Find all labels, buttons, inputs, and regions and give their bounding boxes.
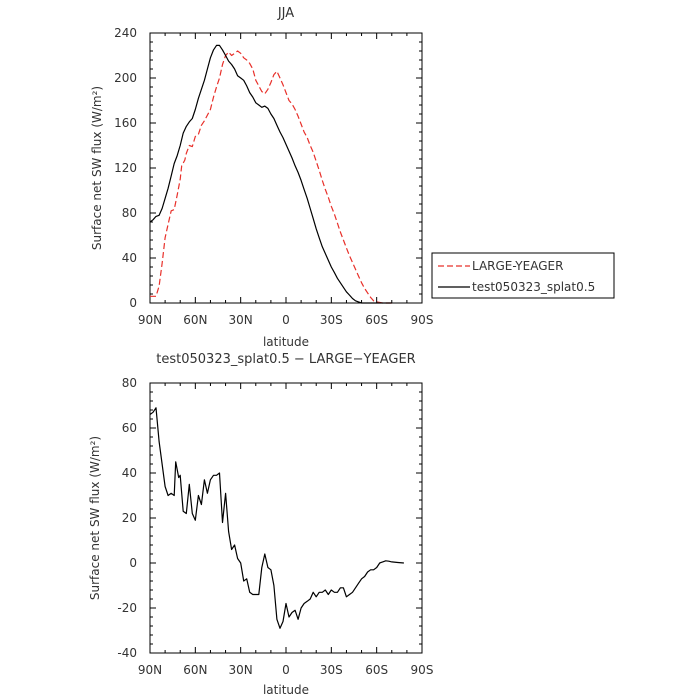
y-tick-label: 60 [122,421,137,435]
y-axis-label: Surface net SW flux (W/m²) [88,436,102,600]
y-tick-label: 40 [122,251,137,265]
series-line-test050323-splat0-5 [149,44,392,304]
series-lines [149,407,404,629]
x-axis-ticks: 90N 60N 30N 0 30S 60S 90S [138,33,434,327]
y-axis-ticks: 0 40 80 120 160 200 240 [114,26,422,310]
x-tick-label: 30N [229,663,253,677]
y-tick-label: -40 [117,646,137,660]
y-axis-label: Surface net SW flux (W/m²) [90,86,104,250]
y-tick-label: 160 [114,116,137,130]
x-tick-label: 90N [138,313,162,327]
x-tick-label: 90N [138,663,162,677]
x-tick-label: 90S [411,313,434,327]
x-tick-label: 30S [320,663,343,677]
y-tick-label: 0 [129,556,137,570]
y-tick-label: 0 [129,296,137,310]
x-tick-label: 30N [229,313,253,327]
y-tick-label: 40 [122,466,137,480]
series-lines [149,44,392,304]
y-tick-label: 120 [114,161,137,175]
x-axis-ticks: 90N 60N 30N 0 30S 60S 90S [138,383,434,677]
y-tick-label: 20 [122,511,137,525]
x-tick-label: 60N [183,663,207,677]
plot-border [149,32,423,304]
x-tick-label: 90S [411,663,434,677]
y-tick-label: 200 [114,71,137,85]
series-line-large-yeager [150,50,392,304]
x-tick-label: 60S [365,663,388,677]
chart-title: JJA [277,6,294,21]
chart-title: test050323_splat0.5 − LARGE−YEAGER [156,352,415,367]
legend-label-large-yeager: LARGE-YEAGER [472,259,563,273]
plot-frame [149,32,423,304]
plot-border [149,382,423,654]
series-line-difference [149,407,404,629]
y-axis-ticks: -40 -20 0 20 40 60 80 [117,376,422,660]
flux-panel: JJA 90N 60N 30N 0 30S 60S 90S 0 40 80 120 160 200 24… [90,6,433,349]
legend-box [431,252,615,299]
x-tick-label: 60N [183,313,207,327]
difference-panel: test050323_splat0.5 − LARGE−YEAGER 90N 60… [88,352,433,697]
plot-frame [149,382,423,654]
legend-label-test050323: test050323_splat0.5 [472,280,595,294]
legend: LARGE-YEAGER test050323_splat0.5 [431,252,615,299]
x-axis-label: latitude [263,683,309,697]
x-tick-label: 0 [282,313,290,327]
x-tick-label: 30S [320,313,343,327]
y-tick-label: 240 [114,26,137,40]
x-tick-label: 0 [282,663,290,677]
y-tick-label: 80 [122,206,137,220]
y-tick-label: -20 [117,601,137,615]
x-axis-label: latitude [263,335,309,349]
y-tick-label: 80 [122,376,137,390]
x-tick-label: 60S [365,313,388,327]
